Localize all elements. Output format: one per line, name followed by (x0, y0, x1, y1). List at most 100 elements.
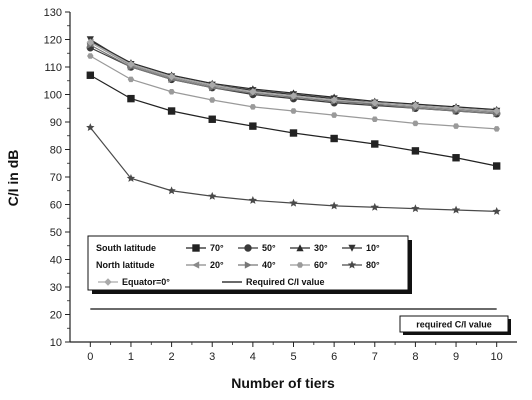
annotation-layer: required C/I value (399, 315, 511, 335)
y-tick-label: 130 (44, 7, 62, 19)
series-line (90, 74, 497, 167)
legend-entry-label: 20° (210, 260, 224, 270)
series-3 (86, 36, 501, 115)
legend-row-label: South latitude (96, 243, 156, 253)
x-tick-label: 3 (209, 351, 215, 363)
data-point (167, 72, 176, 81)
legend-entry-label: 30° (314, 243, 328, 253)
series-line (90, 47, 497, 115)
data-point (167, 186, 176, 195)
legend-entry-label: 50° (262, 243, 276, 253)
y-tick-label: 20 (50, 310, 62, 322)
x-tick-label: 2 (169, 351, 175, 363)
data-point (452, 154, 460, 162)
series-0 (86, 71, 501, 170)
data-point (411, 204, 420, 213)
series-6 (87, 53, 500, 132)
series-line (90, 44, 497, 115)
y-tick-label: 90 (50, 117, 62, 129)
data-point (127, 94, 135, 103)
x-axis-title: Number of tiers (231, 375, 335, 391)
legend-marker (296, 262, 304, 268)
legend-marker (244, 244, 252, 252)
series-7 (86, 123, 501, 215)
y-tick-label: 40 (50, 255, 62, 267)
data-point (371, 140, 379, 148)
data-point (249, 122, 257, 130)
data-point (452, 123, 460, 129)
data-point (492, 107, 501, 115)
legend-marker (347, 260, 357, 269)
data-point (86, 123, 95, 132)
x-tick-label: 7 (372, 351, 378, 363)
legend-marker (348, 244, 356, 252)
legend-marker (296, 244, 304, 252)
data-point (289, 92, 298, 100)
y-tick-label: 120 (44, 35, 62, 47)
legend-marker (104, 278, 112, 286)
data-point (493, 126, 500, 132)
data-point (371, 116, 378, 123)
annotation-text: required C/I value (416, 320, 492, 330)
y-tick-label: 110 (44, 62, 62, 74)
data-point (411, 147, 420, 155)
legend-entry-label: 10° (366, 243, 380, 253)
y-tick-label: 30 (50, 282, 62, 294)
data-point (209, 97, 216, 103)
data-point (208, 81, 216, 89)
y-tick-label: 80 (50, 145, 62, 157)
legend-marker (192, 244, 200, 252)
y-axis-title: C/I in dB (5, 150, 21, 207)
series-layer (86, 36, 501, 215)
data-point (249, 104, 257, 110)
y-tick-label: 60 (50, 200, 62, 212)
data-point (248, 195, 258, 204)
x-tick-label: 4 (250, 351, 256, 363)
x-tick-label: 6 (331, 351, 337, 363)
data-point (329, 201, 339, 210)
data-point (290, 108, 297, 114)
y-tick-label: 70 (50, 172, 62, 184)
data-point (289, 198, 298, 207)
legend-entry-label: 80° (366, 260, 380, 270)
legend: South latitude North latitude 70° 50° 30° 10°… (87, 235, 412, 294)
data-point (330, 112, 338, 118)
data-point (451, 205, 461, 214)
data-point (330, 134, 338, 143)
data-point (208, 115, 216, 123)
x-tick-label: 0 (87, 351, 93, 363)
data-point (87, 53, 94, 59)
legend-entry-label: 40° (262, 260, 276, 270)
x-tick-label: 5 (290, 351, 296, 363)
data-point (208, 191, 217, 200)
x-tick-label: 8 (412, 351, 418, 363)
data-point (167, 107, 176, 115)
data-point (86, 38, 95, 46)
data-point (86, 71, 95, 79)
data-point (127, 60, 135, 68)
data-point (370, 202, 379, 211)
x-tick-label: 1 (128, 351, 134, 363)
data-point (126, 173, 136, 182)
data-point (127, 76, 135, 83)
data-point (330, 96, 338, 104)
legend-marker (244, 261, 252, 269)
x-tick-label: 9 (453, 351, 459, 363)
legend-marker (192, 261, 200, 269)
annotation-box (399, 315, 509, 333)
y-tick-label: 100 (44, 90, 62, 102)
data-point (452, 104, 460, 112)
data-point (289, 129, 298, 137)
data-point (411, 101, 420, 110)
legend-row-label: North latitude (96, 260, 155, 270)
data-point (492, 206, 501, 215)
x-tick-label: 10 (491, 351, 503, 363)
legend-entry-label: 60° (314, 260, 328, 270)
legend-entry-label: 70° (210, 243, 224, 253)
axes-layer: 10 20 30 40 50 60 70 80 90 100 110 120 130 0 1 2 3 4 5 6 7 8 9… (44, 7, 517, 363)
data-point (371, 99, 379, 107)
data-point (412, 120, 419, 127)
y-tick-label: 10 (50, 337, 62, 349)
